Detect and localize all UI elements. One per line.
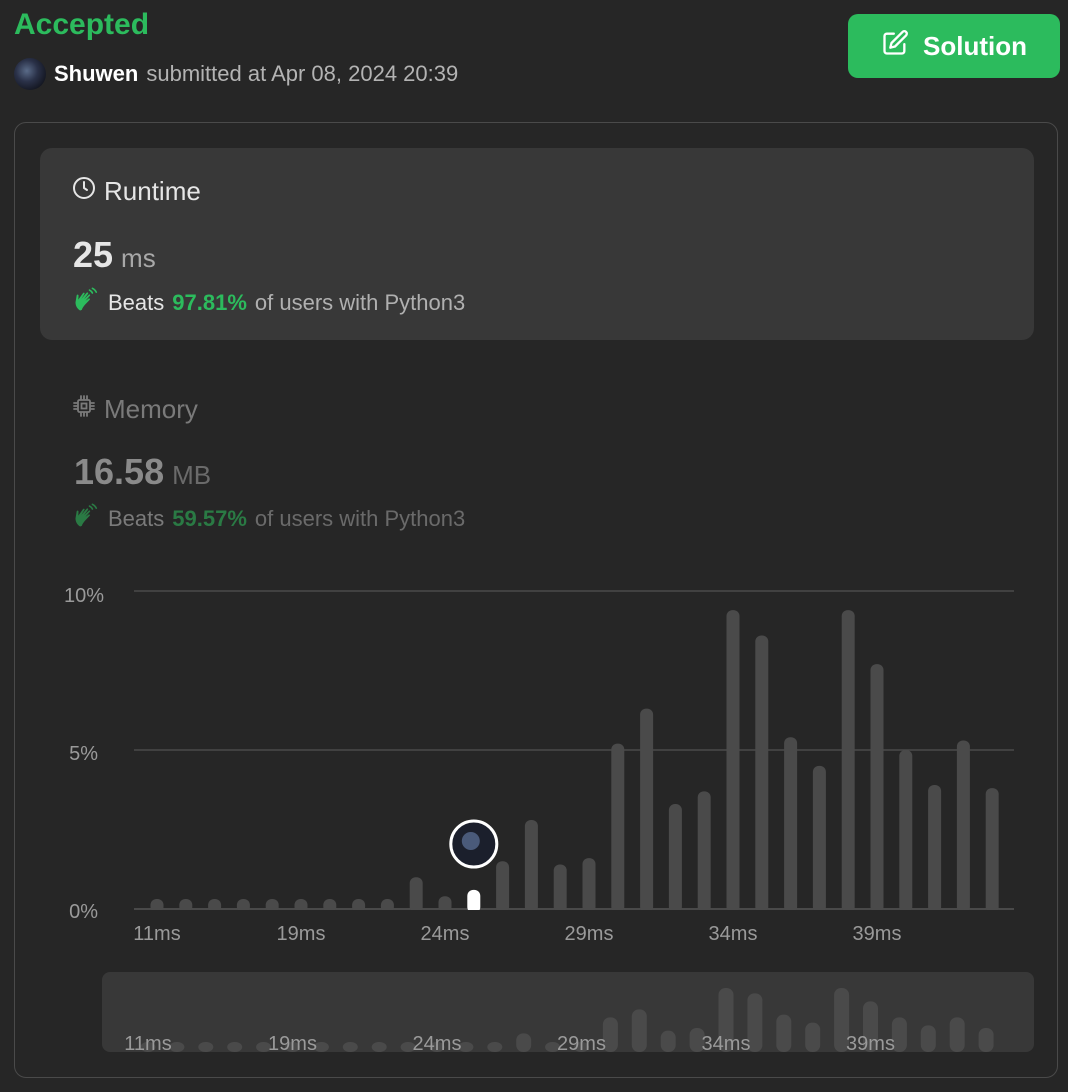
minimap-bar [198, 1042, 214, 1052]
minimap-bar [256, 1042, 272, 1052]
minimap-tick-label: 29ms [557, 1033, 606, 1052]
runtime-beats-suffix: of users with Python3 [254, 290, 466, 315]
minimap-tick-label: 39ms [846, 1033, 895, 1052]
minimap-bar [458, 1042, 474, 1052]
result-panel [14, 122, 1058, 1078]
minimap-bar [978, 1028, 994, 1052]
minimap-bar [834, 988, 850, 1052]
memory-beats-suffix: of users with Python3 [254, 506, 466, 531]
minimap-tick-label: 11ms [124, 1033, 171, 1052]
minimap-bar [920, 1025, 936, 1052]
memory-beats-percent: 59.57% [172, 506, 247, 531]
runtime-beats-label: Beats [108, 290, 165, 315]
minimap-bar [429, 1042, 445, 1052]
minimap-bar [776, 1014, 792, 1052]
runtime-beats-percent: 97.81% [172, 290, 247, 315]
minimap-bar [602, 1017, 618, 1052]
clock-icon [72, 176, 96, 207]
minimap-bar [660, 1030, 676, 1052]
runtime-title: Runtime [72, 176, 201, 207]
minimap-bar [516, 1033, 532, 1052]
minimap-labels: 11ms 19ms 24ms 29ms 34ms 39ms [124, 1033, 895, 1052]
minimap-tick-label: 24ms [413, 1033, 462, 1052]
solution-button-label: Solution [923, 30, 1027, 61]
minimap-bar [371, 1042, 387, 1052]
memory-number: 16.58 [74, 451, 165, 492]
submitted-at-text: submitted at Apr 08, 2024 20:39 [146, 61, 459, 86]
memory-value: 16.58 MB [74, 451, 211, 493]
chart-minimap[interactable]: 11ms 19ms 24ms 29ms 34ms 39ms [102, 972, 1034, 1052]
minimap-bar [169, 1042, 185, 1052]
minimap-bar [949, 1017, 965, 1052]
minimap-bar [487, 1042, 503, 1052]
minimap-bar [891, 1017, 907, 1052]
runtime-beats: Beats 97.81% of users with Python3 [72, 286, 465, 320]
memory-label: Memory [104, 394, 198, 424]
runtime-value: 25 ms [73, 234, 156, 276]
memory-beats: Beats 59.57% of users with Python3 [72, 502, 465, 536]
memory-unit: MB [172, 460, 212, 490]
minimap-bar [689, 1028, 705, 1052]
minimap-bar [285, 1042, 300, 1052]
minimap-tick-label: 34ms [702, 1033, 751, 1052]
runtime-unit: ms [121, 243, 156, 273]
edit-icon [881, 29, 909, 64]
minimap-bar [631, 1009, 647, 1052]
runtime-card[interactable]: Runtime 25 ms Beats 97.81% of users with… [40, 148, 1034, 340]
minimap-bar [718, 988, 734, 1052]
username-link[interactable]: Shuwen [54, 61, 139, 86]
memory-beats-label: Beats [108, 506, 165, 531]
avatar[interactable] [14, 58, 46, 90]
minimap-bar [342, 1042, 358, 1052]
runtime-label: Runtime [104, 176, 201, 206]
clap-icon [72, 286, 100, 320]
minimap-bar [313, 1042, 329, 1052]
minimap-bar [227, 1042, 243, 1052]
minimap-bars [140, 988, 994, 1052]
minimap-bar [140, 1042, 156, 1052]
minimap-background [102, 972, 1034, 1052]
status-accepted: Accepted [14, 8, 150, 41]
minimap-bar [805, 1022, 821, 1052]
minimap-tick-label: 19ms [268, 1033, 317, 1052]
solution-button[interactable]: Solution [848, 14, 1060, 78]
clap-icon [72, 502, 100, 536]
minimap-bar [545, 1042, 561, 1052]
submission-meta: Shuwen submitted at Apr 08, 2024 20:39 [14, 58, 458, 90]
memory-title: Memory [72, 394, 198, 425]
minimap-bar [574, 1042, 589, 1052]
minimap-bar [400, 1042, 416, 1052]
minimap-bar [863, 1001, 878, 1052]
chip-icon [72, 394, 96, 425]
minimap-bar [747, 993, 763, 1052]
runtime-number: 25 [73, 234, 114, 275]
